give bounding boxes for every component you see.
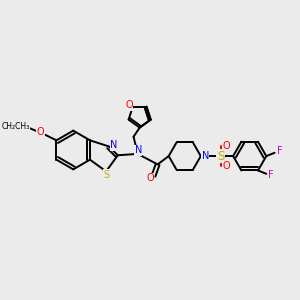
Text: F: F <box>277 146 282 156</box>
Text: O: O <box>37 127 44 137</box>
Text: N: N <box>135 145 142 155</box>
Text: O: O <box>223 161 231 171</box>
Text: O: O <box>125 100 133 110</box>
Text: S: S <box>217 150 224 163</box>
Text: CH₂CH₃: CH₂CH₃ <box>1 122 29 131</box>
Text: N: N <box>202 151 209 161</box>
Text: N: N <box>110 140 118 150</box>
Text: O: O <box>223 141 231 151</box>
Text: O: O <box>146 173 154 183</box>
Text: S: S <box>103 170 110 180</box>
Text: F: F <box>268 170 274 180</box>
